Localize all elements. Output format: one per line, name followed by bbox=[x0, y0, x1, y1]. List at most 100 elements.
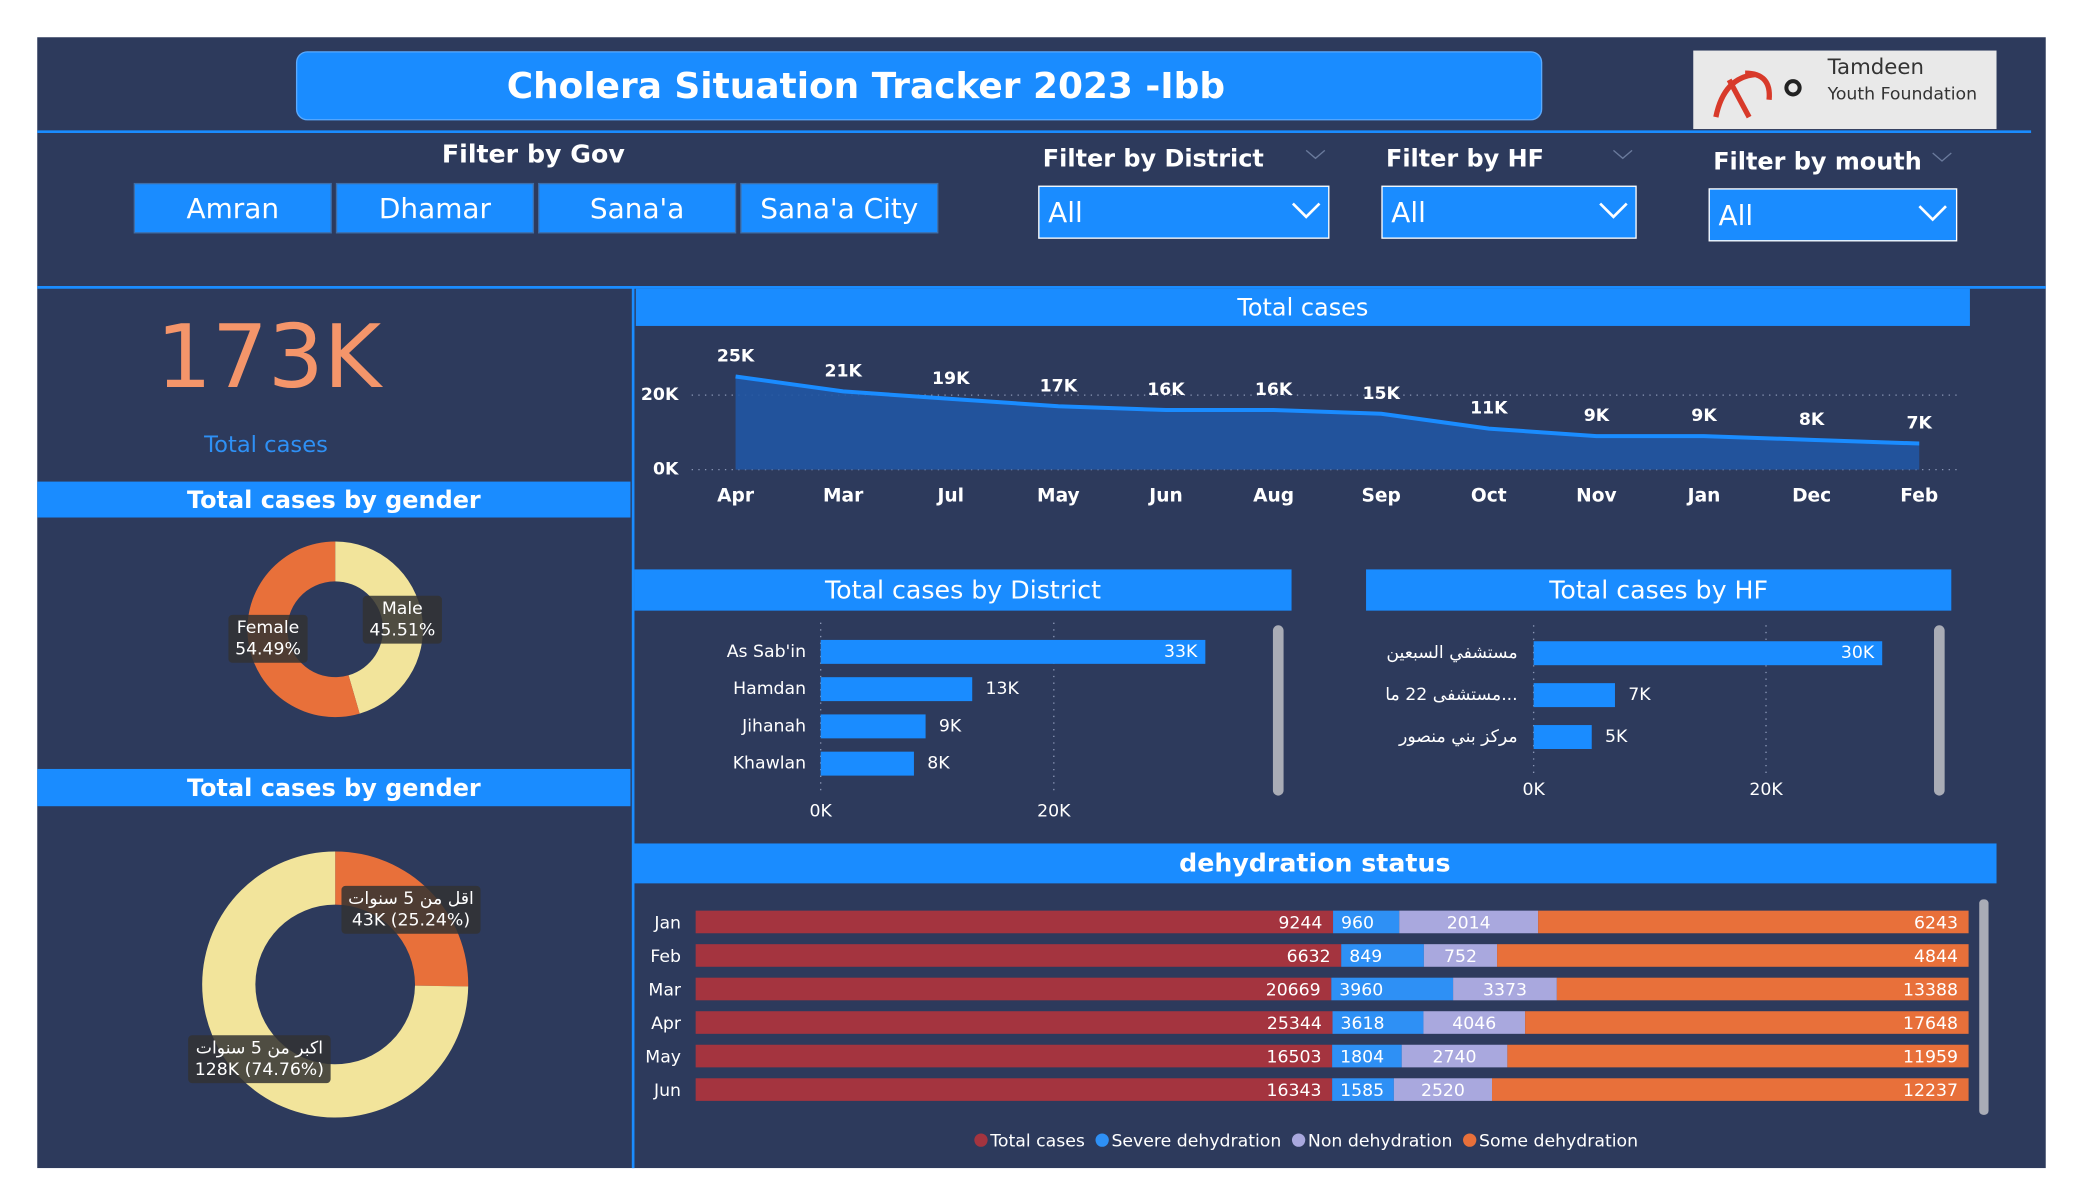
bar-segment bbox=[695, 977, 1332, 1001]
filter-button-label[interactable]: Dhamar bbox=[379, 192, 492, 225]
data-label: 25344 bbox=[1267, 1014, 1322, 1034]
slice-label: Male bbox=[382, 599, 423, 619]
area bbox=[735, 376, 1920, 470]
bar bbox=[1533, 683, 1615, 708]
y-tick-label: Hamdan bbox=[733, 679, 806, 699]
y-tick-label: Jan bbox=[653, 913, 681, 933]
bar-segment bbox=[1393, 1078, 1493, 1101]
bar-segment bbox=[1453, 977, 1557, 1001]
scrollbar[interactable] bbox=[1979, 899, 1989, 1115]
data-label: 9K bbox=[939, 716, 962, 736]
y-tick-label: Mar bbox=[648, 980, 681, 1000]
logo-dot bbox=[1784, 79, 1802, 97]
data-label: 13K bbox=[986, 679, 1020, 699]
title: Cholera Situation Tracker 2023 -Ibb bbox=[507, 66, 1225, 107]
slice-label: Female bbox=[237, 618, 299, 638]
legend-marker bbox=[1291, 1133, 1306, 1147]
dropdown[interactable]: All bbox=[1038, 185, 1330, 239]
x-tick-label: May bbox=[1037, 486, 1080, 507]
x-tick-label: Jul bbox=[935, 486, 964, 507]
data-label: 2740 bbox=[1433, 1047, 1477, 1067]
x-tick-label: Dec bbox=[1792, 486, 1831, 507]
data-label: 7K bbox=[1907, 414, 1933, 434]
scrollbar[interactable] bbox=[1272, 625, 1284, 796]
filter-button[interactable] bbox=[133, 182, 332, 234]
data-label: 12237 bbox=[1903, 1081, 1958, 1101]
chevron bbox=[1932, 152, 1952, 162]
data-label: 9K bbox=[1691, 406, 1717, 426]
bar-segment bbox=[1332, 1044, 1402, 1068]
data-label: 17K bbox=[1040, 376, 1078, 396]
data-label: 960 bbox=[1341, 913, 1374, 933]
bar-segment bbox=[1332, 1078, 1394, 1101]
dropdown-value[interactable]: All bbox=[1048, 196, 1083, 229]
scrollbar[interactable] bbox=[1934, 625, 1945, 796]
slice-label: اقل من 5 سنوات bbox=[348, 889, 474, 909]
dropdown-value[interactable]: All bbox=[1391, 196, 1426, 229]
x-tick-label: Jun bbox=[1147, 486, 1182, 507]
data-label: 16503 bbox=[1267, 1047, 1322, 1067]
x-tick-label: Jan bbox=[1686, 486, 1721, 507]
data-label: 3373 bbox=[1483, 980, 1527, 1000]
legend-marker bbox=[1463, 1133, 1477, 1147]
legend-label: Severe dehydration bbox=[1111, 1131, 1281, 1151]
data-label: 752 bbox=[1444, 947, 1477, 967]
logo-mark bbox=[1713, 70, 1772, 119]
dropdown-box[interactable] bbox=[1381, 185, 1637, 239]
data-label: 11K bbox=[1470, 399, 1508, 419]
y-tick-label: Apr bbox=[651, 1014, 682, 1034]
filter-button[interactable] bbox=[740, 182, 939, 234]
data-label: 17648 bbox=[1903, 1014, 1958, 1034]
donut-slice bbox=[335, 541, 423, 714]
dropdown-box[interactable] bbox=[1038, 185, 1330, 239]
bar-segment bbox=[1333, 910, 1400, 934]
dropdown[interactable]: All bbox=[1708, 188, 1958, 242]
filter-label: Filter by mouth bbox=[1713, 147, 1922, 175]
data-label: 16K bbox=[1147, 380, 1185, 400]
x-tick-label: Feb bbox=[1900, 486, 1938, 507]
x-tick-label: Aug bbox=[1253, 486, 1294, 507]
data-label: 849 bbox=[1349, 947, 1382, 967]
data-label: 11959 bbox=[1903, 1047, 1958, 1067]
bar-segment bbox=[1399, 910, 1539, 934]
legend-marker bbox=[974, 1133, 988, 1147]
data-label: 16K bbox=[1255, 380, 1293, 400]
filter-button[interactable] bbox=[538, 182, 737, 234]
data-label: 5K bbox=[1605, 727, 1628, 747]
filter-button-label[interactable]: Sana'a bbox=[590, 192, 684, 225]
filter-label: Filter by District bbox=[1043, 145, 1264, 173]
bar-segment bbox=[1332, 1011, 1424, 1034]
dropdown[interactable]: All bbox=[1381, 185, 1637, 239]
filter-button-label[interactable]: Sana'a City bbox=[760, 192, 918, 225]
logo-box bbox=[1693, 50, 1997, 130]
dropdown-box[interactable] bbox=[1708, 188, 1958, 242]
slice-label: اكبر من 5 سنوات bbox=[196, 1039, 323, 1059]
y-tick-label: Jihanah bbox=[741, 716, 806, 736]
bar-segment bbox=[1525, 1011, 1969, 1034]
bar-segment bbox=[1331, 977, 1454, 1001]
filter-button-label[interactable]: Amran bbox=[186, 192, 279, 225]
label-box bbox=[362, 595, 442, 644]
filter-label: Filter by Gov bbox=[442, 140, 625, 169]
x-tick-label: Sep bbox=[1362, 486, 1401, 507]
y-tick-label: As Sab'in bbox=[727, 642, 806, 662]
x-tick-label: 0K bbox=[810, 802, 833, 822]
dropdown-value[interactable]: All bbox=[1719, 199, 1754, 232]
x-tick-label: 20K bbox=[1037, 802, 1071, 822]
data-label: 2520 bbox=[1421, 1081, 1465, 1101]
bar-segment bbox=[1423, 944, 1498, 967]
bar bbox=[1533, 641, 1883, 666]
bar-segment bbox=[1341, 944, 1424, 967]
y-tick-label: مستشفى 22 ما... bbox=[1385, 685, 1517, 705]
bar bbox=[820, 714, 926, 739]
filter-button[interactable] bbox=[335, 182, 535, 234]
bar-segment bbox=[1423, 1011, 1526, 1034]
y-tick-label: مستشفي السبعين bbox=[1386, 643, 1517, 663]
y-tick-label: Khawlan bbox=[733, 754, 806, 774]
legend-label: Total cases bbox=[989, 1131, 1085, 1151]
chevron bbox=[1291, 202, 1321, 219]
bar-segment bbox=[695, 1011, 1333, 1034]
data-label: 1804 bbox=[1340, 1047, 1384, 1067]
label-box bbox=[341, 885, 481, 934]
